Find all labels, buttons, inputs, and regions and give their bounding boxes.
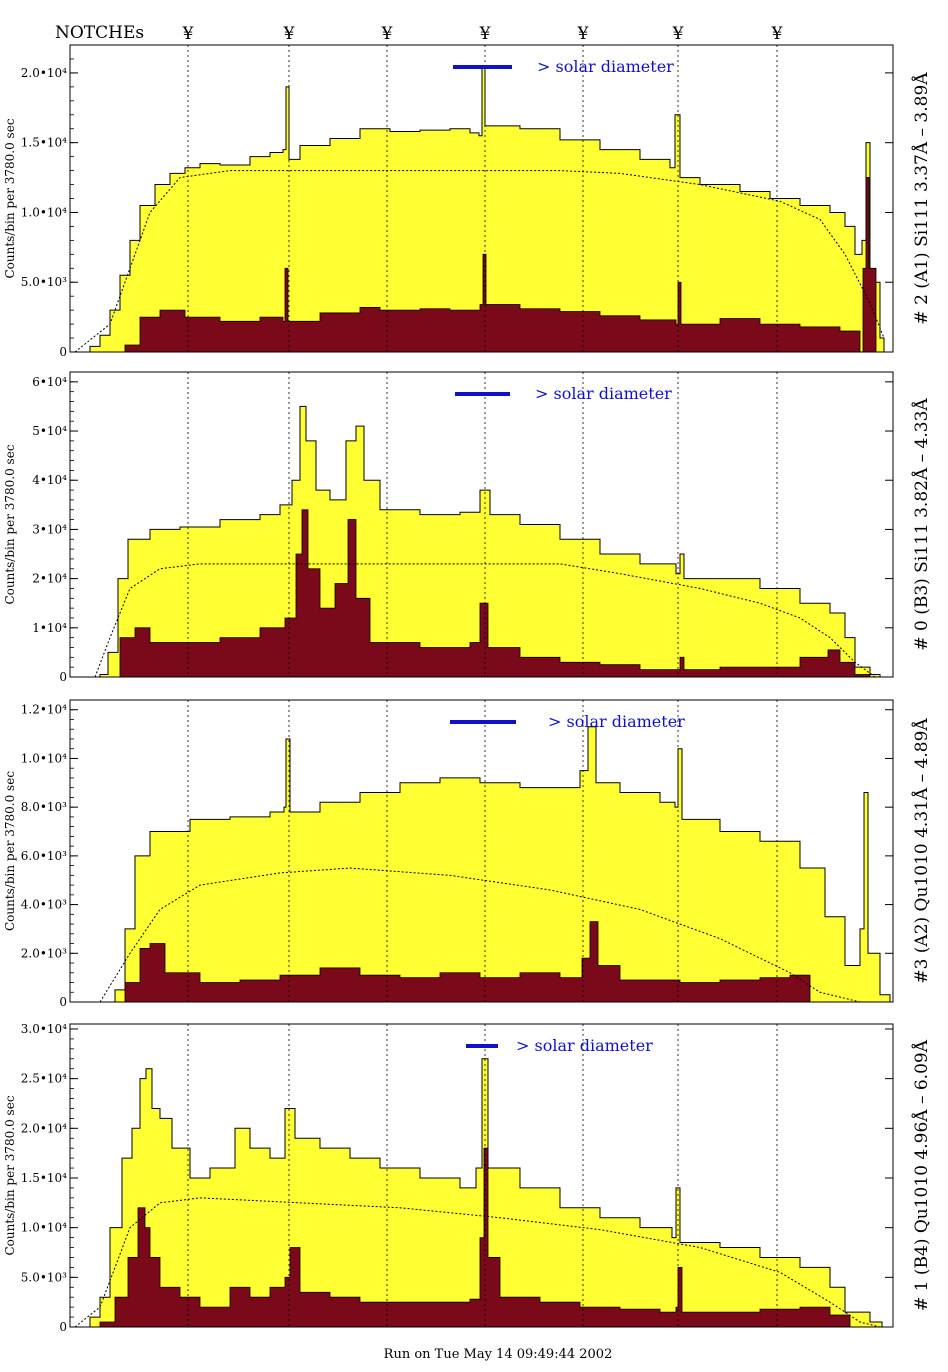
panel-frame: [69, 699, 894, 1003]
line-counts-area: [70, 177, 877, 353]
y-axis-label: Counts/bin per 3780.0 sec: [3, 444, 17, 604]
y-tick-label: 3•10⁴: [32, 522, 67, 536]
band-label: # 1 (B4) Qu1010 4.96Å – 6.09Å: [911, 1039, 932, 1311]
y-tick-label: 4.0•10³: [21, 898, 67, 912]
solar-diameter-label: > solar diameter: [537, 57, 674, 76]
y-tick-label: 1.5•10⁴: [21, 1171, 67, 1185]
y-tick-label: 0: [59, 345, 67, 359]
y-tick-label: 0: [59, 670, 67, 684]
spectrum-panel: 0 2.0•10³ 4.0•10³ 6.0•10³ 8.0•10³ 1.0•10⁴ 1.2•…: [3, 699, 932, 1009]
y-tick-label: 2•10⁴: [32, 572, 67, 586]
spectrum-panel: 0 1•10⁴ 2•10⁴ 3•10⁴ 4•10⁴ 5•10⁴ 6•10⁴ Counts/bi…: [3, 371, 932, 684]
y-tick-label: 5.0•10³: [21, 275, 67, 289]
run-timestamp: Run on Tue May 14 09:49:44 2002: [384, 1347, 613, 1362]
band-label: #3 (A2) Qu1010 4.31Å – 4.89Å: [911, 718, 932, 984]
y-tick-label: 5•10⁴: [32, 424, 67, 438]
notch-symbol: ¥: [479, 24, 491, 44]
notch-symbol: ¥: [283, 24, 295, 44]
y-tick-label: 2.0•10³: [21, 946, 67, 960]
total-counts-area: [90, 405, 881, 678]
notch-symbol: ¥: [672, 24, 684, 44]
y-tick-label: 0: [59, 995, 67, 1009]
notch-symbol: ¥: [771, 24, 783, 44]
notch-markers: ¥ ¥ ¥ ¥ ¥ ¥ ¥: [182, 24, 783, 44]
spectrum-panel: 0 5.0•10³ 1.0•10⁴ 1.5•10⁴ 2.0•10⁴ Counts/bin …: [3, 44, 932, 359]
y-axis-label: Counts/bin per 3780.0 sec: [3, 1095, 17, 1255]
total-counts-area: [100, 726, 891, 1003]
line-counts-area: [70, 1147, 851, 1328]
y-axis-label: Counts/bin per 3780.0 sec: [3, 118, 17, 278]
band-label: # 2 (A1) Si111 3.37Å – 3.89Å: [911, 72, 932, 325]
y-tick-label: 2.0•10⁴: [21, 1121, 67, 1135]
y-tick-label: 1•10⁴: [32, 621, 67, 635]
y-tick-label: 0: [59, 1320, 67, 1334]
model-curve: [74, 170, 885, 353]
y-tick-label: 4•10⁴: [32, 473, 67, 487]
y-tick-label: 6.0•10³: [21, 849, 67, 863]
line-counts-area: [100, 921, 811, 1003]
y-tick-label: 1.0•10⁴: [21, 1221, 67, 1235]
spectrum-panel: 0 5.0•10³ 1.0•10⁴ 1.5•10⁴ 2.0•10⁴ 2.5•10⁴ 3.0•…: [3, 1022, 932, 1334]
y-tick-label: 3.0•10⁴: [21, 1022, 67, 1036]
y-tick-label: 2.0•10⁴: [21, 66, 67, 80]
notch-symbol: ¥: [182, 24, 194, 44]
y-tick-label: 1.5•10⁴: [21, 136, 67, 150]
solar-diameter-label: > solar diameter: [516, 1036, 653, 1055]
y-tick-label: 2.5•10⁴: [21, 1072, 67, 1086]
y-tick-label: 5.0•10³: [21, 1270, 67, 1284]
model-curve: [94, 563, 876, 678]
spectrum-panels: 0 5.0•10³ 1.0•10⁴ 1.5•10⁴ 2.0•10⁴ Counts/bin …: [3, 44, 932, 1334]
model-curve: [99, 867, 861, 1003]
y-tick-label: 1.0•10⁴: [21, 751, 67, 765]
panel-frame: [69, 1023, 894, 1328]
y-tick-label: 6•10⁴: [32, 375, 67, 389]
solar-diameter-label: > solar diameter: [535, 384, 672, 403]
y-tick-label: 1.2•10⁴: [21, 703, 67, 717]
y-tick-label: 1.0•10⁴: [21, 205, 67, 219]
total-counts-area: [70, 65, 885, 353]
panel-frame: [69, 371, 894, 678]
y-tick-label: 8.0•10³: [21, 800, 67, 814]
solar-diameter-label: > solar diameter: [548, 712, 685, 731]
band-label: # 0 (B3) Si111 3.82Å – 4.33Å: [911, 398, 932, 651]
y-axis-label: Counts/bin per 3780.0 sec: [3, 771, 17, 931]
notch-symbol: ¥: [577, 24, 589, 44]
notch-symbol: ¥: [381, 24, 393, 44]
line-counts-area: [90, 509, 871, 678]
notches-label: NOTCHEs: [55, 23, 144, 43]
total-counts-area: [70, 1058, 883, 1328]
